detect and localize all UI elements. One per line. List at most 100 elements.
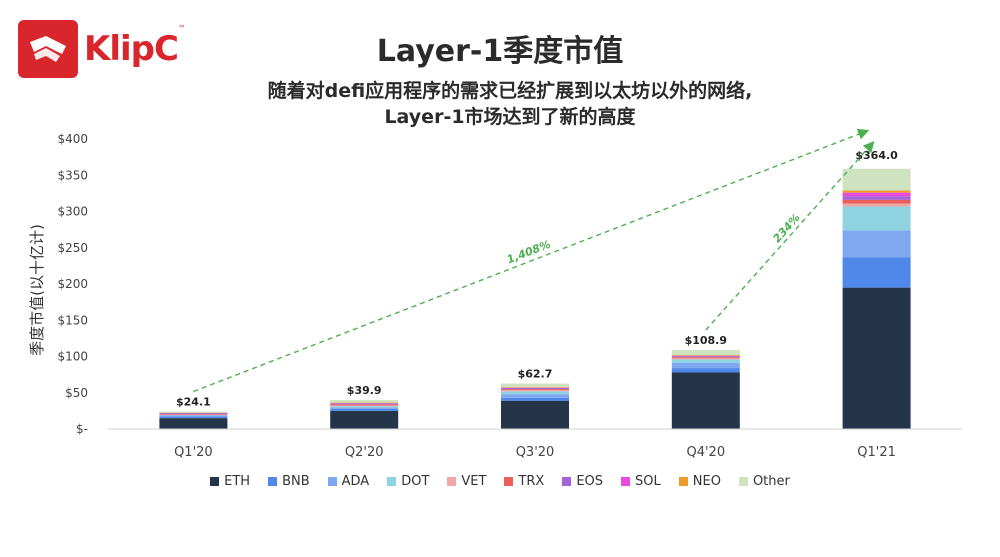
legend-item-ada: ADA: [327, 474, 370, 489]
legend-swatch: [562, 477, 572, 486]
bar-segment-ada: [501, 394, 569, 398]
bar-segment-ada: [159, 415, 228, 417]
legend-label: DOT: [401, 474, 430, 489]
legend-label: BNB: [282, 474, 310, 489]
bar-segment-sol: [842, 192, 911, 197]
bar-segment-eth: [671, 372, 740, 429]
y-tick-label: $-: [76, 422, 88, 436]
y-tick-label: $250: [57, 241, 88, 255]
bar-segment-vet: [330, 405, 399, 407]
y-tick-label: $200: [57, 277, 88, 291]
legend-label: VET: [461, 474, 487, 489]
bar-segment-trx: [671, 357, 740, 359]
logo-text: KlipC: [84, 29, 179, 69]
bar-segment-other: [330, 400, 399, 403]
subtitle-line-1: 随着对defi应用程序的需求已经扩展到以太坊以外的网络,: [267, 80, 753, 102]
bar-segment-neo: [501, 387, 569, 388]
bar-total-label: $24.1: [176, 396, 211, 409]
x-tick-label: Q3'20: [516, 445, 555, 460]
bar-segment-trx: [330, 404, 399, 406]
bar-segment-dot: [671, 359, 740, 364]
legend-label: ADA: [341, 474, 370, 489]
bar-segment-eos: [842, 196, 911, 200]
bar-segment-ada: [330, 407, 399, 409]
bar-segment-neo: [842, 190, 911, 193]
bar-segment-other: [159, 411, 228, 413]
legend-item-bnb: BNB: [268, 474, 310, 489]
bar-segment-eth: [842, 287, 911, 429]
chart-legend: ETH BNB ADA DOT VET TRX EOS SOL NEO Other: [0, 474, 1000, 489]
bar-total-label: $39.9: [347, 384, 382, 397]
legend-item-trx: TRX: [504, 474, 544, 489]
legend-swatch: [210, 477, 220, 486]
legend-item-other: Other: [738, 474, 790, 489]
bar-segment-eos: [159, 413, 228, 415]
bar-segment-trx: [842, 199, 911, 204]
bar-segment-neo: [330, 402, 399, 404]
legend-label: NEO: [692, 474, 721, 489]
bar-segment-eos: [671, 356, 740, 358]
legend-swatch: [738, 477, 748, 486]
bar-segment-other: [671, 350, 740, 356]
y-tick-label: $150: [57, 313, 88, 327]
bar-segment-ada: [842, 230, 911, 258]
legend-swatch: [387, 477, 397, 486]
logo-trademark: ™: [177, 24, 186, 33]
bar-segment-bnb: [501, 397, 569, 401]
y-axis-label: 季度市值(以十亿计): [28, 224, 46, 356]
bar-segment-dot: [330, 406, 399, 408]
y-tick-label: $50: [65, 386, 88, 400]
bar-segment-bnb: [842, 257, 911, 288]
y-tick-label: $350: [57, 168, 88, 182]
legend-swatch: [621, 477, 631, 486]
legend-item-dot: DOT: [387, 474, 429, 489]
bar-segment-eos: [330, 403, 399, 405]
bar-segment-vet: [501, 390, 569, 392]
x-tick-label: Q4'20: [686, 445, 725, 460]
bar-segment-vet: [671, 358, 740, 360]
bar-total-label: $62.7: [518, 368, 553, 381]
bar-segment-neo: [671, 355, 740, 356]
legend-label: SOL: [635, 474, 661, 489]
legend-item-vet: VET: [447, 474, 486, 489]
logo-mark-icon: [18, 20, 78, 78]
bar-segment-vet: [842, 203, 911, 207]
chart-title: Layer-1季度市值: [376, 34, 624, 69]
subtitle-line-2: Layer-1市场达到了新的高度: [384, 106, 636, 128]
y-tick-label: $300: [57, 205, 88, 219]
bar-segment-bnb: [159, 416, 228, 419]
bar-segment-other: [501, 383, 569, 388]
bar-segment-bnb: [671, 368, 740, 373]
bar-segment-eth: [159, 418, 228, 429]
logo: KlipC ™: [18, 20, 186, 78]
legend-label: EOS: [576, 474, 604, 489]
bar-segment-ada: [671, 363, 740, 369]
legend-label: TRX: [518, 474, 545, 489]
chart-subtitle: 随着对defi应用程序的需求已经扩展到以太坊以外的网络, Layer-1市场达到…: [200, 78, 820, 130]
legend-label: ETH: [224, 474, 251, 489]
legend-swatch: [678, 477, 688, 486]
bar-segment-eos: [501, 388, 569, 390]
legend-label: Other: [752, 474, 790, 489]
bar-segment-trx: [501, 389, 569, 391]
bar-segment-dot: [842, 206, 911, 231]
legend-item-eos: EOS: [562, 474, 603, 489]
x-tick-label: Q1'20: [174, 445, 213, 460]
bar-total-label: $108.9: [685, 334, 727, 347]
bar-segment-bnb: [330, 408, 399, 411]
y-tick-label: $400: [57, 132, 88, 146]
bar-segment-other: [842, 168, 911, 191]
legend-item-eth: ETH: [210, 474, 250, 489]
legend-item-neo: NEO: [678, 474, 721, 489]
growth-arrow: [193, 128, 870, 393]
legend-swatch: [447, 477, 457, 486]
x-tick-label: Q1'21: [857, 445, 896, 460]
growth-label: 1,408%: [505, 238, 552, 267]
bar-segment-eth: [501, 400, 569, 429]
bar-segment-dot: [501, 391, 569, 395]
legend-swatch: [327, 477, 337, 486]
bar-segment-eth: [330, 410, 399, 429]
legend-swatch: [504, 477, 514, 486]
x-tick-label: Q2'20: [345, 445, 384, 460]
